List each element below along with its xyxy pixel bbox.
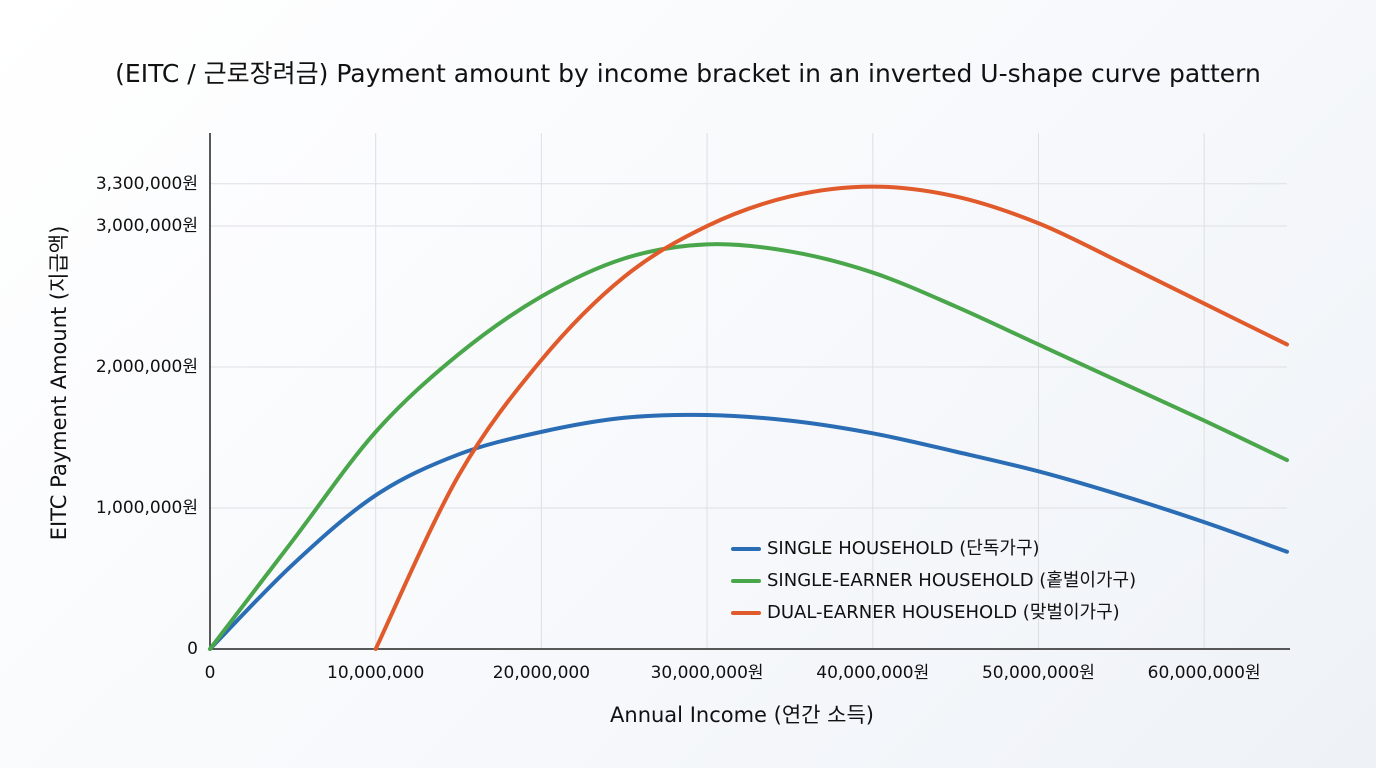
x-tick-label: 10,000,000 xyxy=(327,663,424,683)
y-axis-label: EITC Payment Amount (지급액) xyxy=(47,226,71,541)
legend-label: SINGLE HOUSEHOLD (단독가구) xyxy=(767,538,1040,559)
y-tick-label: 3,300,000원 xyxy=(96,174,198,194)
line-series xyxy=(208,412,1289,651)
line-series xyxy=(208,242,1289,651)
y-tick-label: 1,000,000원 xyxy=(96,498,198,518)
x-axis-label: Annual Income (연간 소득) xyxy=(610,703,874,727)
y-tick-label: 0 xyxy=(187,639,198,659)
y-tick-label: 3,000,000원 xyxy=(96,216,198,236)
y-tick-label: 2,000,000원 xyxy=(96,357,198,377)
legend-label: DUAL-EARNER HOUSEHOLD (맞벌이가구) xyxy=(767,602,1120,623)
line-series xyxy=(373,184,1289,651)
x-tick-label: 40,000,000원 xyxy=(816,663,929,683)
x-tick-label: 20,000,000 xyxy=(493,663,590,683)
x-tick-label: 0 xyxy=(205,663,216,683)
legend-label: SINGLE-EARNER HOUSEHOLD (홑벌이가구) xyxy=(767,570,1136,591)
x-tick-label: 60,000,000원 xyxy=(1148,663,1261,683)
x-tick-label: 50,000,000원 xyxy=(982,663,1095,683)
x-tick-label: 30,000,000원 xyxy=(651,663,764,683)
chart-title: (EITC / 근로장려금) Payment amount by income … xyxy=(115,59,1261,88)
